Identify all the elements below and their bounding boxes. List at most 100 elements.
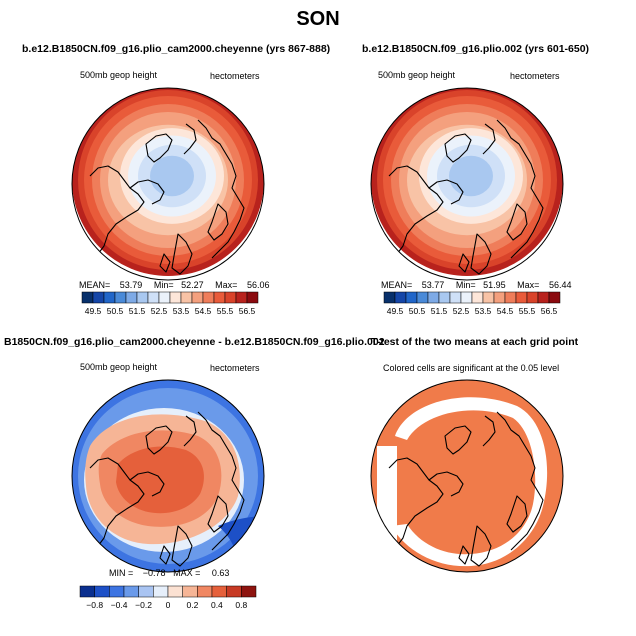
panel1-colorbar-swatch bbox=[92, 291, 105, 304]
panel2-min-label: Min= bbox=[455, 280, 476, 290]
panel2-mean-value: 53.77 bbox=[421, 280, 445, 290]
panel2-map-coastline bbox=[496, 119, 544, 259]
panel1-colorbar-swatch bbox=[224, 291, 237, 304]
panel2-map-coastline bbox=[470, 233, 492, 275]
panel1-colorbar-swatch bbox=[180, 291, 193, 304]
panel4-map-coastline bbox=[444, 425, 472, 455]
panel4-map-coastline bbox=[428, 471, 464, 497]
panel1-colorbar-tick-label: 56.5 bbox=[239, 306, 256, 316]
panel1-map-boundary bbox=[71, 87, 265, 281]
panel3-max-value: 0.63 bbox=[211, 568, 230, 578]
panel1-map-coastline bbox=[207, 203, 229, 241]
panel3-min-value: −0.78 bbox=[142, 568, 166, 578]
panel3-colorbar-tick-label: −0.4 bbox=[111, 600, 128, 610]
panel2-map bbox=[370, 87, 564, 281]
panel1-map-coastline bbox=[171, 233, 193, 275]
panel2-colorbar-swatch bbox=[460, 291, 473, 304]
panel1-colorbar-swatch bbox=[202, 291, 215, 304]
panel2-colorbar-tick-label: 56.5 bbox=[541, 306, 558, 316]
panel2-map-coastline bbox=[458, 253, 470, 273]
panel3-map-coastline bbox=[197, 411, 245, 551]
panel2-colorbar-swatch bbox=[449, 291, 462, 304]
panel2-colorbar-swatch bbox=[526, 291, 539, 304]
panel2-colorbar-tick-label: 51.5 bbox=[431, 306, 448, 316]
panel1-units-label: hectometers bbox=[210, 71, 260, 81]
panel1-colorbar-tick-label: 51.5 bbox=[129, 306, 146, 316]
panel1-map-coastline bbox=[89, 165, 145, 255]
panel3-map-coastline bbox=[89, 457, 145, 547]
panel3-colorbar-swatch bbox=[123, 585, 139, 598]
panel3-colorbar-swatch bbox=[153, 585, 169, 598]
panel2-mean-label: MEAN= bbox=[381, 280, 413, 290]
panel2-colorbar-swatch bbox=[383, 291, 396, 304]
panel1-colorbar-tick-label: 55.5 bbox=[217, 306, 234, 316]
panel3-colorbar-tick-label: 0.8 bbox=[235, 600, 247, 610]
panel3-map-coastline bbox=[207, 495, 229, 533]
panel1-colorbar-swatch bbox=[246, 291, 259, 304]
panel1-colorbar-tick-label: 52.5 bbox=[151, 306, 168, 316]
panel3-colorbar-tick-label: −0.8 bbox=[86, 600, 103, 610]
panel1-map-coastline bbox=[129, 179, 165, 205]
panel1-colorbar-swatch bbox=[136, 291, 149, 304]
panel2-stats: MEAN= 53.77 Min= 51.95 Max= 56.44 bbox=[381, 280, 571, 290]
panel2-map-coastline bbox=[428, 179, 464, 205]
panel4-title: T-test of the two means at each grid poi… bbox=[371, 336, 579, 348]
panel1-map-contour-band bbox=[150, 155, 194, 197]
panel2-map-coastline bbox=[388, 165, 444, 255]
panel2-colorbar-tick-label: 55.5 bbox=[519, 306, 536, 316]
panel2-colorbar-tick-label: 50.5 bbox=[409, 306, 426, 316]
panel1-max-value: 56.06 bbox=[246, 280, 270, 290]
panel1-map-coastline bbox=[197, 119, 245, 259]
panel3-map-positive-band bbox=[116, 446, 204, 514]
panel3-colorbar-tick-label: 0.2 bbox=[187, 600, 199, 610]
panel4-map-coastline bbox=[470, 525, 492, 567]
panel2-map-coastline bbox=[506, 203, 528, 241]
panel1-colorbar-swatch bbox=[158, 291, 171, 304]
panel2-units-label: hectometers bbox=[510, 71, 560, 81]
panel4-map-coastline bbox=[388, 457, 444, 547]
panel2-colorbar-swatch bbox=[493, 291, 506, 304]
panel3-variable-label: 500mb geop height bbox=[80, 362, 158, 372]
panel2-colorbar-swatch bbox=[537, 291, 550, 304]
panel2-variable-label: 500mb geop height bbox=[378, 70, 456, 80]
panel3-map bbox=[71, 379, 265, 573]
panel4-map-coastline bbox=[506, 495, 528, 533]
panel3-colorbar-swatch bbox=[109, 585, 125, 598]
panel3-colorbar-swatch bbox=[167, 585, 183, 598]
panel2-colorbar-swatch bbox=[438, 291, 451, 304]
panel1-colorbar-tick-label: 49.5 bbox=[85, 306, 102, 316]
panel2-colorbar-swatch bbox=[504, 291, 517, 304]
panel2-colorbar-swatch bbox=[394, 291, 407, 304]
panel3-map-coastline bbox=[129, 471, 165, 497]
panel2-title: b.e12.B1850CN.f09_g16.plio.002 (yrs 601-… bbox=[362, 43, 590, 55]
panel4-map-boundary bbox=[370, 379, 564, 573]
panel1-colorbar-tick-label: 50.5 bbox=[107, 306, 124, 316]
panel4-map-coastline bbox=[458, 545, 470, 565]
panel1-colorbar-tick-label: 53.5 bbox=[173, 306, 190, 316]
panel3-map-coastline bbox=[159, 545, 171, 565]
panel1-map-coastline bbox=[145, 133, 173, 163]
panel2-colorbar-swatch bbox=[416, 291, 429, 304]
panel2-colorbar-swatch bbox=[515, 291, 528, 304]
panel3-map-coastline bbox=[183, 415, 197, 447]
panel2-colorbar-swatch bbox=[471, 291, 484, 304]
panel1-title: b.e12.B1850CN.f09_g16.plio_cam2000.cheye… bbox=[22, 43, 331, 55]
panel1-mean-value: 53.79 bbox=[119, 280, 143, 290]
panel1-colorbar: 49.5 50.5 51.5 52.5 53.5 54.5 55.5 56.5 bbox=[81, 291, 259, 316]
panel3-colorbar-tick-label: 0 bbox=[166, 600, 171, 610]
panel1-max-label: Max= bbox=[215, 280, 238, 290]
panel2-colorbar-tick-label: 53.5 bbox=[475, 306, 492, 316]
panel3-colorbar-swatch bbox=[197, 585, 213, 598]
panel2-max-value: 56.44 bbox=[548, 280, 572, 290]
panel2-colorbar-swatch bbox=[482, 291, 495, 304]
panel4-map bbox=[370, 379, 564, 573]
panel2-max-label: Max= bbox=[517, 280, 540, 290]
panel3-title: B1850CN.f09_g16.plio_cam2000.cheyenne - … bbox=[4, 336, 385, 348]
panel3-map-coastline bbox=[145, 425, 173, 455]
panel2-min-value: 51.95 bbox=[483, 280, 506, 290]
panel2-map-contour-band bbox=[449, 155, 493, 197]
panel3-stats: MIN = −0.78 MAX = 0.63 bbox=[109, 568, 229, 578]
panel1-colorbar-swatch bbox=[191, 291, 204, 304]
panel1-colorbar-swatch bbox=[213, 291, 226, 304]
panel3-colorbar-tick-label: −0.2 bbox=[135, 600, 152, 610]
